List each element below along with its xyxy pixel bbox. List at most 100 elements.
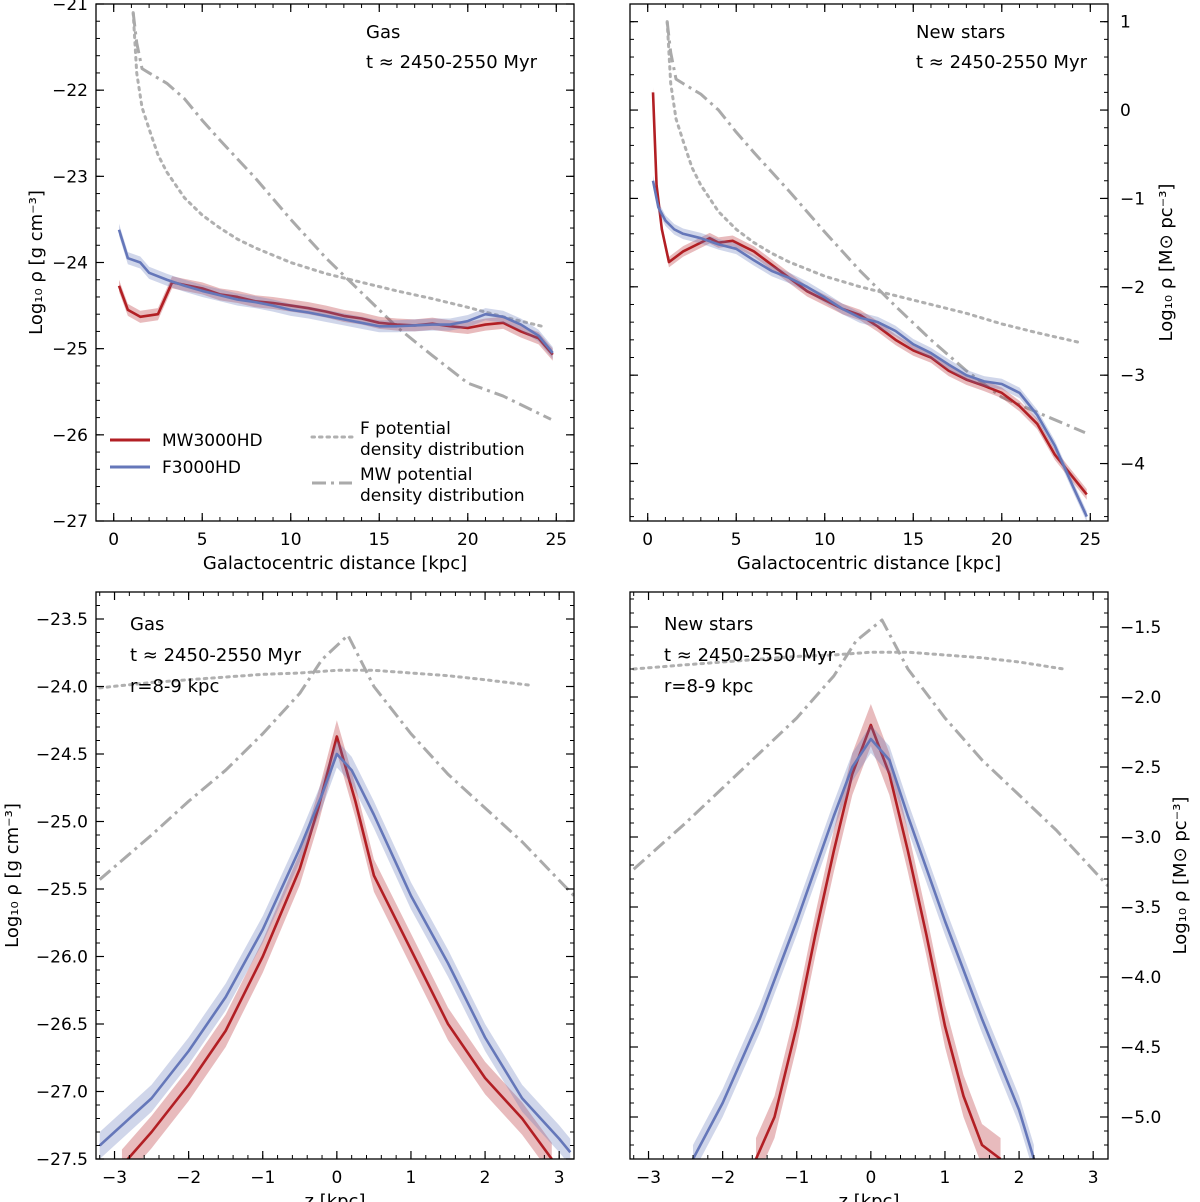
x-tick-label: 10 — [280, 530, 302, 550]
x-tick-label: 5 — [731, 530, 742, 550]
x-tick-label: 3 — [1088, 1168, 1099, 1188]
legend-label: F potential — [360, 419, 451, 439]
annotation: r=8-9 kpc — [664, 676, 753, 697]
y-axis-label: Log₁₀ ρ [M⊙ pc⁻³] — [1156, 184, 1177, 342]
series-mw3000hd-band — [121, 720, 552, 1159]
legend-label: F3000HD — [162, 458, 241, 478]
y-tick-label: −2.5 — [1120, 758, 1161, 778]
y-tick-label: −24 — [52, 254, 88, 274]
y-tick-label: −2 — [1120, 278, 1145, 298]
x-tick-label: 2 — [1014, 1168, 1025, 1188]
axes-frame — [629, 3, 1109, 522]
panel-top-right: 0 5 10 15 20 25 −4 −3 −2 −1 0 1 Galactocentric dista… — [629, 3, 1177, 574]
x-axis-label: Galactocentric distance [kpc] — [203, 553, 467, 574]
series-mw-potential-density-distribution-line — [131, 12, 552, 421]
x-tick-label: 15 — [902, 530, 924, 550]
y-axis-label: Log₁₀ ρ [g cm⁻³] — [26, 190, 47, 335]
x-tick-label: 5 — [197, 530, 208, 550]
y-tick-label: −4.5 — [1120, 1038, 1161, 1058]
x-tick-label: 3 — [554, 1168, 565, 1188]
x-axis-label: Galactocentric distance [kpc] — [737, 553, 1001, 574]
y-tick-label: −26.0 — [36, 948, 88, 968]
x-tick-label: 1 — [406, 1168, 417, 1188]
y-tick-label: −24.5 — [36, 745, 88, 765]
y-tick-label: −24.0 — [36, 678, 88, 698]
y-axis-label: Log₁₀ ρ [g cm⁻³] — [2, 803, 23, 948]
y-tick-label: −4 — [1120, 455, 1145, 475]
x-tick-label: 0 — [108, 530, 119, 550]
y-tick-label: −4.0 — [1120, 968, 1161, 988]
series-f-potential-density-distribution-line — [632, 650, 1066, 671]
y-tick-label: −22 — [52, 81, 88, 101]
y-tick-label: −3.5 — [1120, 898, 1161, 918]
x-tick-label: 20 — [457, 530, 479, 550]
series-f3000hd-line — [117, 229, 554, 354]
series-f-potential-density-distribution-line — [98, 668, 532, 690]
y-tick-label: 1 — [1120, 13, 1131, 33]
x-tick-label: −1 — [250, 1168, 275, 1188]
series-f3000hd-band — [692, 725, 1034, 1159]
x-tick-label: −3 — [636, 1168, 661, 1188]
annotation: t ≈ 2450-2550 Myr — [664, 645, 836, 666]
y-tick-label: −3.0 — [1120, 828, 1161, 848]
annotation: Gas — [130, 614, 164, 635]
legend-label: MW potential — [360, 465, 473, 485]
y-tick-label: −3 — [1120, 366, 1145, 386]
legend-label: density distribution — [360, 486, 525, 506]
series-mw-potential-density-distribution-line — [632, 618, 1108, 888]
x-tick-label: −3 — [102, 1168, 127, 1188]
x-tick-label: 20 — [991, 530, 1013, 550]
series-mw3000hd-line — [651, 92, 1088, 496]
x-tick-label: 2 — [480, 1168, 491, 1188]
y-tick-label: −1 — [1120, 189, 1145, 209]
plot-area — [117, 11, 554, 421]
y-tick-label: −21 — [52, 0, 88, 15]
plot-area — [651, 20, 1088, 521]
annotation: Gas — [366, 22, 400, 43]
y-tick-label: 0 — [1120, 101, 1131, 121]
x-tick-label: 0 — [865, 1168, 876, 1188]
y-tick-label: −5.0 — [1120, 1108, 1161, 1128]
y-axis-label: Log₁₀ ρ [M⊙ pc⁻³] — [1170, 797, 1191, 955]
x-axis-label: z [kpc] — [305, 1191, 366, 1202]
y-tick-label: −1.5 — [1120, 618, 1161, 638]
series-f-potential-density-distribution-line — [131, 11, 548, 329]
x-tick-label: −2 — [710, 1168, 735, 1188]
series-f3000hd-band — [653, 175, 1087, 521]
y-tick-label: −25 — [52, 340, 88, 360]
y-tick-label: −23 — [52, 167, 88, 187]
y-tick-label: −23.5 — [36, 610, 88, 630]
x-tick-label: −1 — [784, 1168, 809, 1188]
series-f3000hd-band — [119, 223, 553, 360]
annotation: t ≈ 2450-2550 Myr — [366, 52, 538, 73]
series-mw-potential-density-distribution-line — [98, 633, 574, 897]
panel-top-left: 0 5 10 15 20 25 −27 −26 −25 −24 −23 −22 −21 Galactoce… — [26, 0, 575, 574]
y-tick-label: −26.5 — [36, 1015, 88, 1035]
annotation: r=8-9 kpc — [130, 676, 219, 697]
x-tick-label: 10 — [814, 530, 836, 550]
series-f3000hd-line — [691, 737, 1036, 1159]
y-tick-label: −25.0 — [36, 813, 88, 833]
x-tick-label: 25 — [545, 530, 567, 550]
series-mw3000hd-band — [755, 704, 1001, 1159]
y-tick-label: −25.5 — [36, 880, 88, 900]
x-tick-label: 0 — [331, 1168, 342, 1188]
series-f-potential-density-distribution-line — [665, 20, 1082, 344]
x-tick-label: 1 — [940, 1168, 951, 1188]
series-f3000hd-line — [98, 752, 572, 1154]
plot-area — [98, 633, 574, 1159]
legend-label: density distribution — [360, 440, 525, 460]
panel-bottom-left: −3 −2 −1 0 1 2 3 −27.5 −27.0 −26.5 −26.0 −25.5 −25.0… — [2, 591, 575, 1202]
y-tick-label: −2.0 — [1120, 688, 1161, 708]
annotation: t ≈ 2450-2550 Myr — [130, 645, 302, 666]
x-axis-label: z [kpc] — [839, 1191, 900, 1202]
series-mw3000hd-band — [653, 87, 1087, 500]
y-tick-label: −27 — [52, 512, 88, 532]
y-tick-label: −27.5 — [36, 1150, 88, 1170]
x-tick-label: 0 — [642, 530, 653, 550]
series-mw-potential-density-distribution-line — [665, 21, 1086, 435]
annotation: New stars — [916, 22, 1005, 43]
x-tick-label: −2 — [176, 1168, 201, 1188]
